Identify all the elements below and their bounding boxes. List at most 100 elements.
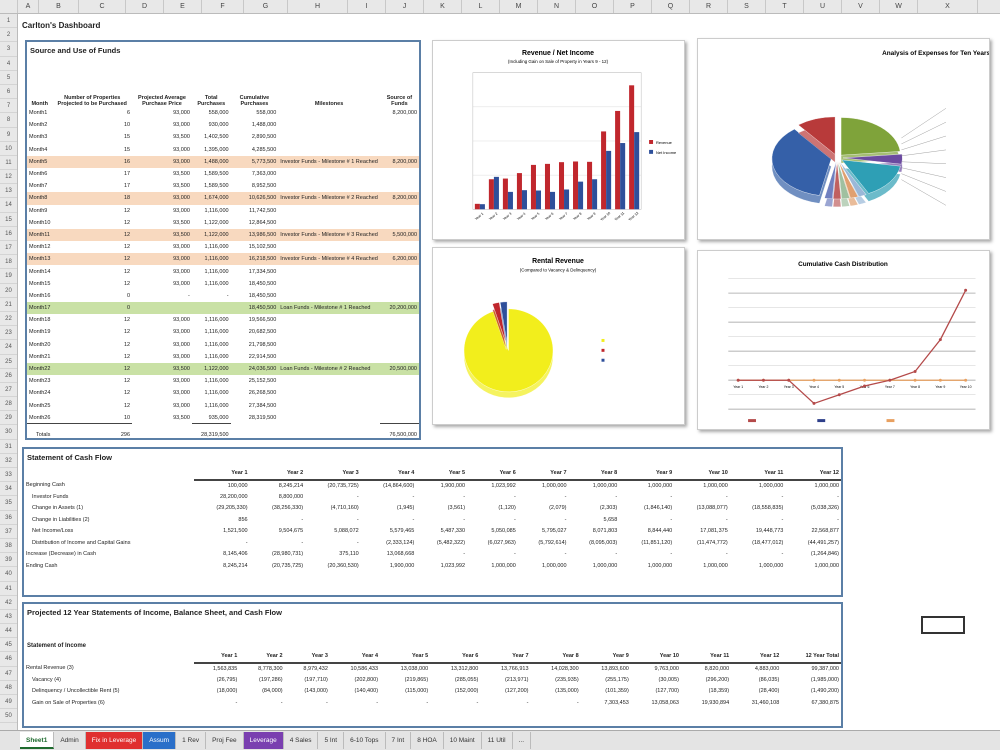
value-cell[interactable]: - xyxy=(376,699,379,706)
row-header[interactable]: 44 xyxy=(0,624,17,639)
sheet-tab[interactable]: 10 Maint xyxy=(444,732,482,749)
bar[interactable] xyxy=(634,132,640,210)
value-cell[interactable]: (2,333,124) xyxy=(386,539,415,546)
column-header[interactable]: I xyxy=(348,0,386,13)
cell-c[interactable]: 18,450,500 xyxy=(248,280,277,287)
cell-c[interactable]: 24,036,500 xyxy=(230,362,279,376)
cell-n[interactable]: 12 xyxy=(123,353,131,360)
cell-s[interactable]: 20,200,000 xyxy=(379,302,419,315)
cell-c[interactable]: 2,890,500 xyxy=(251,134,277,141)
value-cell[interactable]: - xyxy=(781,516,784,523)
cell-ms[interactable] xyxy=(278,144,380,156)
cell-s[interactable] xyxy=(380,265,419,277)
cell-s[interactable] xyxy=(380,351,419,363)
column-header[interactable]: W xyxy=(880,0,918,13)
value-cell[interactable]: - xyxy=(837,493,839,500)
cell-t[interactable]: 1,116,000 xyxy=(204,329,229,336)
column-header[interactable]: O xyxy=(576,0,614,13)
value-cell[interactable]: - xyxy=(412,493,415,500)
value-cell[interactable]: (29,205,330) xyxy=(216,505,248,512)
value-cell[interactable]: - xyxy=(356,493,359,500)
cell-c[interactable]: 1,488,000 xyxy=(251,122,277,129)
cell-ms[interactable]: Investor Funds - Milestone # 2 Reached xyxy=(278,192,380,205)
cell-ms[interactable] xyxy=(278,339,380,351)
row-header[interactable]: 37 xyxy=(0,525,17,539)
cell-c[interactable]: 16,218,500 xyxy=(230,253,279,266)
value-cell[interactable]: 28,200,000 xyxy=(220,493,248,500)
column-header[interactable]: F xyxy=(202,0,244,13)
bar[interactable] xyxy=(606,150,612,210)
cell-s[interactable] xyxy=(380,326,419,338)
cell-t[interactable]: 1,116,000 xyxy=(204,341,229,348)
cell-t[interactable]: 1,122,000 xyxy=(191,228,231,242)
pie-slice[interactable] xyxy=(492,302,507,344)
sheet-tab[interactable]: Fix in Leverage xyxy=(85,732,144,749)
cell-p[interactable]: 93,500 xyxy=(173,171,190,178)
cell-p[interactable]: 93,000 xyxy=(132,253,192,266)
row-header[interactable]: 19 xyxy=(0,269,17,284)
cell-c[interactable]: 22,914,500 xyxy=(248,353,277,360)
cell-s[interactable] xyxy=(380,375,419,387)
value-cell[interactable]: 1,563,835 xyxy=(212,665,238,672)
value-cell[interactable]: 17,081,375 xyxy=(700,528,728,535)
value-cell[interactable]: - xyxy=(564,493,567,500)
value-cell[interactable]: (1,846,140) xyxy=(644,505,673,512)
cell-m[interactable]: Month1 xyxy=(29,110,48,117)
cell-m[interactable]: Month19 xyxy=(29,329,51,336)
cell-m[interactable]: Month8 xyxy=(27,192,53,205)
cell-c[interactable]: 18,450,500 xyxy=(230,302,279,315)
cell-s[interactable]: 8,200,000 xyxy=(392,110,417,117)
value-cell[interactable]: (135,000) xyxy=(555,688,579,695)
value-cell[interactable]: 1,900,000 xyxy=(389,562,415,569)
row-header[interactable]: 20 xyxy=(0,284,17,298)
bar[interactable] xyxy=(507,191,513,210)
value-cell[interactable]: - xyxy=(426,699,429,706)
cell-t[interactable]: 1,589,500 xyxy=(204,171,229,178)
cell-s[interactable] xyxy=(380,400,419,412)
row-header[interactable]: 31 xyxy=(0,440,17,454)
row-header[interactable]: 32 xyxy=(0,454,17,468)
bar[interactable] xyxy=(573,161,579,210)
value-cell[interactable]: - xyxy=(412,516,415,523)
column-header[interactable]: V xyxy=(842,0,880,13)
cell-t[interactable]: 1,589,500 xyxy=(204,183,229,190)
cell-n[interactable]: 12 xyxy=(52,362,133,376)
value-cell[interactable]: (1,120) xyxy=(498,505,516,512)
sheet-tab[interactable]: 6-10 Tops xyxy=(344,732,386,749)
cell-ms[interactable] xyxy=(278,119,380,131)
column-header[interactable]: S xyxy=(728,0,766,13)
value-cell[interactable]: 1,000,000 xyxy=(592,562,618,569)
row-header[interactable]: 13 xyxy=(0,184,17,199)
sheet-tab[interactable]: Admin xyxy=(54,732,86,749)
row-header[interactable]: 49 xyxy=(0,695,17,710)
data-point[interactable] xyxy=(913,378,917,382)
bar[interactable] xyxy=(544,163,551,210)
data-point[interactable] xyxy=(787,378,791,382)
value-cell[interactable]: - xyxy=(235,699,238,706)
data-point[interactable] xyxy=(938,338,942,342)
value-cell[interactable]: (18,000) xyxy=(216,688,238,695)
cell-m[interactable]: Month7 xyxy=(29,183,48,190)
cell-ms[interactable] xyxy=(278,375,380,387)
cell-c[interactable]: 8,952,500 xyxy=(251,183,277,190)
value-cell[interactable]: (28,980,731) xyxy=(271,551,304,558)
cell-p[interactable]: 93,500 xyxy=(173,183,190,190)
data-point[interactable] xyxy=(964,288,968,292)
cell-ms[interactable] xyxy=(278,400,380,412)
cell-c[interactable]: 17,334,500 xyxy=(248,268,277,275)
cell-c[interactable]: 27,384,500 xyxy=(248,402,277,409)
bar[interactable] xyxy=(493,176,499,210)
value-cell[interactable]: - xyxy=(513,516,516,523)
cell-s[interactable] xyxy=(380,387,419,399)
value-cell[interactable]: - xyxy=(725,516,728,523)
cell-n[interactable]: 12 xyxy=(123,378,131,385)
value-cell[interactable]: (127,200) xyxy=(504,688,529,695)
cell-n[interactable]: 15 xyxy=(123,146,131,153)
bar[interactable] xyxy=(592,179,598,210)
cell-p[interactable]: 93,000 xyxy=(173,402,190,409)
value-cell[interactable]: (101,359) xyxy=(605,688,629,695)
cell-ms[interactable] xyxy=(278,107,380,119)
cell-p[interactable]: 93,500 xyxy=(173,414,190,421)
cell-p[interactable]: 93,000 xyxy=(173,146,190,153)
value-cell[interactable]: (296,200) xyxy=(705,676,730,683)
